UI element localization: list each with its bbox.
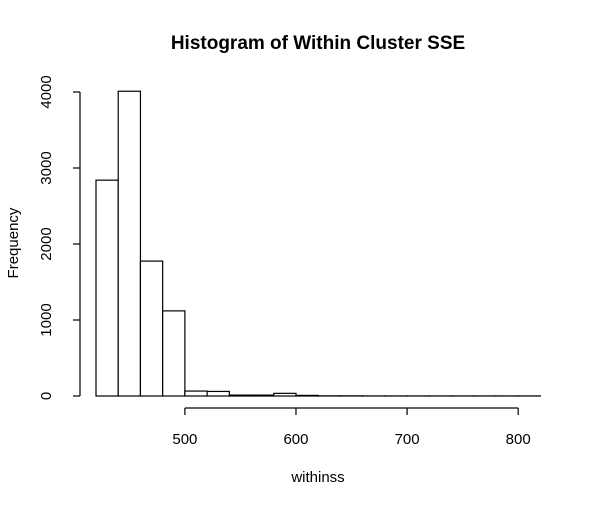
y-tick-label: 2000: [38, 227, 55, 260]
x-axis-label: withinss: [290, 469, 344, 486]
bars-group: [95, 90, 541, 397]
histogram-bar: [295, 394, 319, 397]
y-axis: 0 1000 2000 3000 4000: [38, 75, 81, 400]
x-tick-label: 800: [506, 431, 531, 448]
histogram-bar: [95, 179, 119, 397]
y-tick-label: 1000: [38, 303, 55, 336]
histogram-bar: [228, 394, 253, 397]
x-tick-label: 600: [283, 431, 308, 448]
y-tick-label: 0: [38, 392, 55, 400]
histogram-bar: [117, 90, 142, 397]
y-axis-label: Frequency: [5, 207, 22, 278]
histogram-bar: [273, 392, 297, 397]
y-tick-label: 4000: [38, 75, 55, 108]
chart-title: Histogram of Within Cluster SSE: [171, 33, 465, 54]
histogram-bar: [184, 390, 208, 397]
y-tick-label: 3000: [38, 151, 55, 184]
x-axis: 500 600 700 800: [172, 407, 531, 448]
histogram-bar: [206, 390, 230, 397]
histogram-bar: [250, 394, 275, 397]
histogram-bar: [139, 260, 164, 397]
x-tick-label: 700: [395, 431, 420, 448]
histogram-bar: [162, 310, 186, 397]
x-tick-label: 500: [172, 431, 197, 448]
